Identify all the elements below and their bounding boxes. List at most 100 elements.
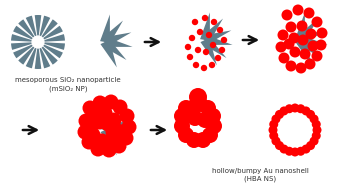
Circle shape xyxy=(92,115,107,129)
Circle shape xyxy=(192,19,198,25)
Circle shape xyxy=(312,50,322,61)
Circle shape xyxy=(315,40,327,50)
Circle shape xyxy=(85,128,101,143)
Circle shape xyxy=(305,59,315,70)
Circle shape xyxy=(306,141,315,150)
Circle shape xyxy=(77,125,93,139)
Circle shape xyxy=(83,101,98,115)
Circle shape xyxy=(197,112,213,128)
Circle shape xyxy=(307,40,319,51)
Circle shape xyxy=(286,22,296,33)
Circle shape xyxy=(121,119,136,135)
Circle shape xyxy=(269,125,278,135)
Circle shape xyxy=(289,46,301,57)
Polygon shape xyxy=(202,36,227,58)
Circle shape xyxy=(316,28,328,39)
Circle shape xyxy=(187,54,193,60)
Wedge shape xyxy=(38,42,65,50)
Circle shape xyxy=(285,147,294,156)
Circle shape xyxy=(310,115,319,123)
Wedge shape xyxy=(38,42,63,58)
Circle shape xyxy=(312,120,321,129)
Polygon shape xyxy=(295,12,305,41)
Circle shape xyxy=(102,143,117,157)
Circle shape xyxy=(269,131,278,140)
Circle shape xyxy=(101,116,116,132)
Circle shape xyxy=(103,94,118,109)
Circle shape xyxy=(200,100,216,116)
Polygon shape xyxy=(104,37,133,47)
Polygon shape xyxy=(100,102,110,131)
Circle shape xyxy=(192,96,208,112)
Polygon shape xyxy=(203,30,231,45)
Polygon shape xyxy=(102,38,126,60)
Wedge shape xyxy=(26,16,38,42)
Circle shape xyxy=(286,60,296,71)
Circle shape xyxy=(310,136,319,146)
Polygon shape xyxy=(100,14,110,43)
Circle shape xyxy=(186,132,202,148)
Circle shape xyxy=(203,49,209,55)
Circle shape xyxy=(217,27,223,33)
Circle shape xyxy=(297,35,308,46)
Wedge shape xyxy=(35,42,41,69)
Circle shape xyxy=(86,106,102,122)
Circle shape xyxy=(221,37,227,43)
Circle shape xyxy=(91,142,105,156)
Circle shape xyxy=(205,108,221,124)
Wedge shape xyxy=(38,19,58,42)
Polygon shape xyxy=(102,126,126,148)
Wedge shape xyxy=(38,42,50,68)
Circle shape xyxy=(119,108,135,123)
Text: mesoporous SiO₂ nanoparticle
(mSiO₂ NP): mesoporous SiO₂ nanoparticle (mSiO₂ NP) xyxy=(15,77,121,91)
Polygon shape xyxy=(295,38,312,65)
Polygon shape xyxy=(204,35,232,45)
Circle shape xyxy=(211,19,217,25)
Circle shape xyxy=(281,9,293,20)
Circle shape xyxy=(293,5,304,15)
Polygon shape xyxy=(101,21,123,45)
Circle shape xyxy=(206,118,222,134)
Circle shape xyxy=(210,42,216,48)
Circle shape xyxy=(110,123,126,139)
Circle shape xyxy=(290,104,299,112)
Circle shape xyxy=(299,49,311,60)
Circle shape xyxy=(285,104,294,113)
Circle shape xyxy=(174,118,190,134)
Wedge shape xyxy=(38,26,63,42)
Circle shape xyxy=(174,108,190,124)
Wedge shape xyxy=(13,42,38,58)
Circle shape xyxy=(189,35,195,41)
Circle shape xyxy=(202,15,208,21)
Circle shape xyxy=(304,8,314,19)
Circle shape xyxy=(178,100,194,116)
Circle shape xyxy=(279,106,288,115)
Circle shape xyxy=(306,110,315,119)
Circle shape xyxy=(275,110,284,119)
Polygon shape xyxy=(201,38,217,65)
Circle shape xyxy=(193,62,199,68)
Wedge shape xyxy=(13,26,38,42)
Circle shape xyxy=(206,32,212,38)
Circle shape xyxy=(185,44,191,50)
Wedge shape xyxy=(26,42,38,68)
Circle shape xyxy=(178,127,194,143)
Circle shape xyxy=(105,125,120,139)
Circle shape xyxy=(112,99,127,115)
Polygon shape xyxy=(104,125,133,135)
Circle shape xyxy=(32,36,44,48)
Circle shape xyxy=(312,131,321,140)
Circle shape xyxy=(215,55,221,61)
Polygon shape xyxy=(298,30,326,45)
Circle shape xyxy=(312,16,322,28)
Polygon shape xyxy=(101,108,123,133)
Circle shape xyxy=(184,100,200,116)
Polygon shape xyxy=(299,35,328,45)
Circle shape xyxy=(187,110,203,126)
Wedge shape xyxy=(11,34,38,42)
Polygon shape xyxy=(103,33,131,47)
Circle shape xyxy=(278,29,288,40)
Polygon shape xyxy=(296,19,318,43)
Wedge shape xyxy=(18,19,38,42)
Circle shape xyxy=(305,29,316,40)
